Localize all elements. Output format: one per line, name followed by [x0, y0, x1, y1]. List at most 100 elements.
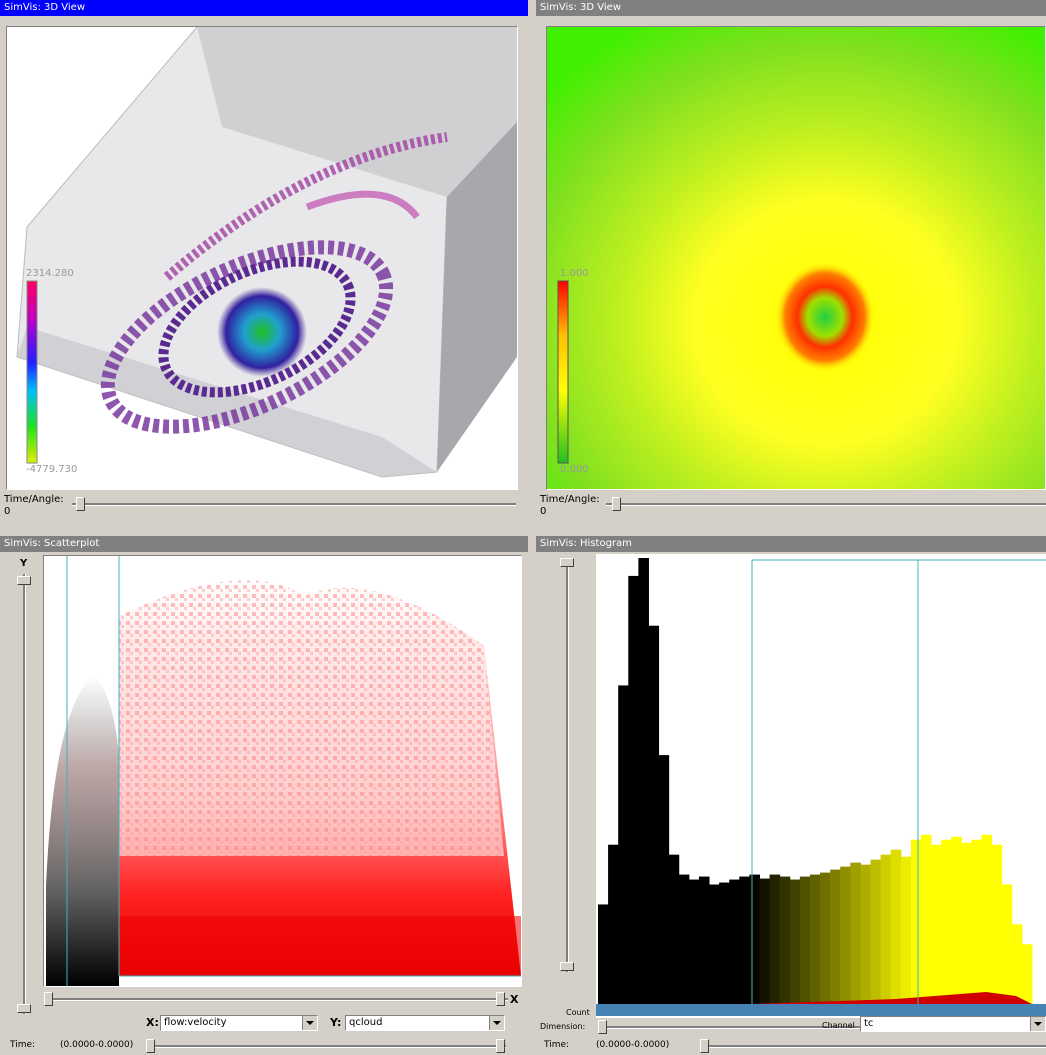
time-slider[interactable]	[612, 497, 621, 511]
histogram-bar	[900, 856, 912, 1004]
histogram-bar	[840, 866, 851, 1004]
histogram-bar	[608, 844, 619, 1004]
histogram-bar	[910, 839, 922, 1004]
histogram-bar	[961, 842, 972, 1004]
histogram-bar	[971, 839, 983, 1004]
colorbar-min: 0.000	[560, 464, 589, 475]
panel-title: SimVis: Histogram	[536, 536, 1046, 552]
count-label: Count	[566, 1008, 590, 1017]
histogram-bar	[890, 849, 902, 1004]
slider-track	[48, 998, 508, 1001]
scatter-plot	[43, 555, 522, 987]
histogram-bar	[759, 878, 771, 1004]
box-top	[197, 27, 517, 197]
point-cloud	[119, 916, 521, 976]
y-field-select[interactable]: qcloud	[345, 1015, 505, 1031]
count-slider[interactable]	[560, 558, 574, 567]
swirl	[158, 256, 356, 398]
histogram-bar	[739, 876, 750, 1004]
histogram-bar	[638, 558, 649, 1004]
time-range: (0.0000-0.0000)	[596, 1040, 670, 1050]
time-slider[interactable]	[496, 1039, 505, 1053]
x-axis-label: X	[510, 993, 519, 1006]
channel-label: Channel	[822, 1021, 855, 1030]
y-field-value: qcloud	[349, 1017, 383, 1028]
x-slider[interactable]	[44, 992, 53, 1006]
volume-render	[16, 26, 518, 478]
time-label: Time:	[10, 1040, 36, 1050]
surface-render	[547, 27, 1045, 489]
colorbar	[557, 280, 569, 464]
histogram-bar	[688, 879, 700, 1004]
slider-track	[566, 562, 569, 972]
histogram-bar	[991, 844, 1003, 1004]
time-slider[interactable]	[146, 1039, 155, 1053]
histogram-bar	[880, 854, 892, 1004]
x-field-value: flow:velocity	[164, 1017, 227, 1028]
dimension-slider[interactable]	[598, 1020, 607, 1034]
time-range: (0.0000-0.0000)	[60, 1040, 134, 1050]
x-slider[interactable]	[496, 992, 505, 1006]
box-bottom	[17, 327, 437, 477]
histogram-bar	[1021, 944, 1033, 1004]
swirl	[100, 240, 394, 434]
slider-label: Time/Angle:	[540, 494, 600, 505]
histogram-bar	[769, 874, 781, 1004]
viewport	[6, 26, 518, 490]
slider-track	[606, 503, 1046, 506]
time-slider[interactable]	[76, 497, 85, 511]
box-side	[437, 122, 517, 472]
dropdown-button[interactable]	[302, 1016, 317, 1030]
red-overlay	[752, 992, 1032, 1004]
count-slider[interactable]	[560, 962, 574, 971]
histogram-bar	[628, 575, 639, 1004]
panel-title: SimVis: 3D View	[0, 0, 528, 16]
histogram-bar	[981, 834, 993, 1004]
histogram-bar	[931, 844, 942, 1004]
histogram-bar	[1001, 884, 1013, 1004]
dimension-label: Dimension:	[540, 1022, 586, 1031]
scatter-points	[46, 556, 521, 986]
y-axis-label: Y	[20, 558, 28, 569]
y-slider[interactable]	[17, 576, 31, 585]
histogram-bar	[1011, 924, 1023, 1004]
baseline-strip	[596, 1004, 1046, 1016]
slider-label: Time/Angle:	[4, 494, 64, 505]
histogram-bar	[809, 874, 821, 1004]
histogram	[596, 554, 1046, 1018]
slider-track	[72, 503, 516, 506]
histogram-bar	[799, 876, 811, 1004]
time-label: Time:	[544, 1040, 570, 1050]
colorbar-max: 1.000	[560, 268, 589, 279]
panel-title: SimVis: 3D View	[536, 0, 1046, 16]
dropdown-button[interactable]	[1030, 1017, 1045, 1031]
channel-select[interactable]: tc	[860, 1016, 1046, 1032]
histogram-bar	[729, 879, 740, 1004]
histogram-bar	[779, 876, 791, 1004]
swirl	[305, 190, 420, 220]
histogram-bar	[658, 755, 670, 1004]
slider-track	[700, 1045, 1046, 1048]
histogram-bar	[668, 854, 680, 1004]
histogram-bar	[598, 904, 609, 1004]
histogram-bar	[830, 869, 841, 1004]
x-field-select[interactable]: flow:velocity	[160, 1015, 318, 1031]
histogram-bar	[648, 625, 660, 1004]
histogram-bar	[678, 874, 690, 1004]
x-field-label: X:	[146, 1016, 159, 1029]
slider-track	[23, 574, 26, 1014]
histogram-bar	[870, 859, 882, 1004]
time-slider[interactable]	[700, 1039, 709, 1053]
dropdown-button[interactable]	[489, 1016, 504, 1030]
y-field-label: Y:	[330, 1016, 342, 1029]
panel-title: SimVis: Scatterplot	[0, 536, 528, 552]
histogram-bar	[860, 864, 872, 1004]
viewport	[546, 26, 1046, 490]
histogram-bar	[719, 882, 730, 1004]
histogram-bar	[789, 879, 801, 1004]
slider-track	[146, 1045, 506, 1048]
point-cloud	[119, 580, 504, 856]
field	[547, 27, 1045, 489]
y-slider[interactable]	[17, 1004, 31, 1013]
